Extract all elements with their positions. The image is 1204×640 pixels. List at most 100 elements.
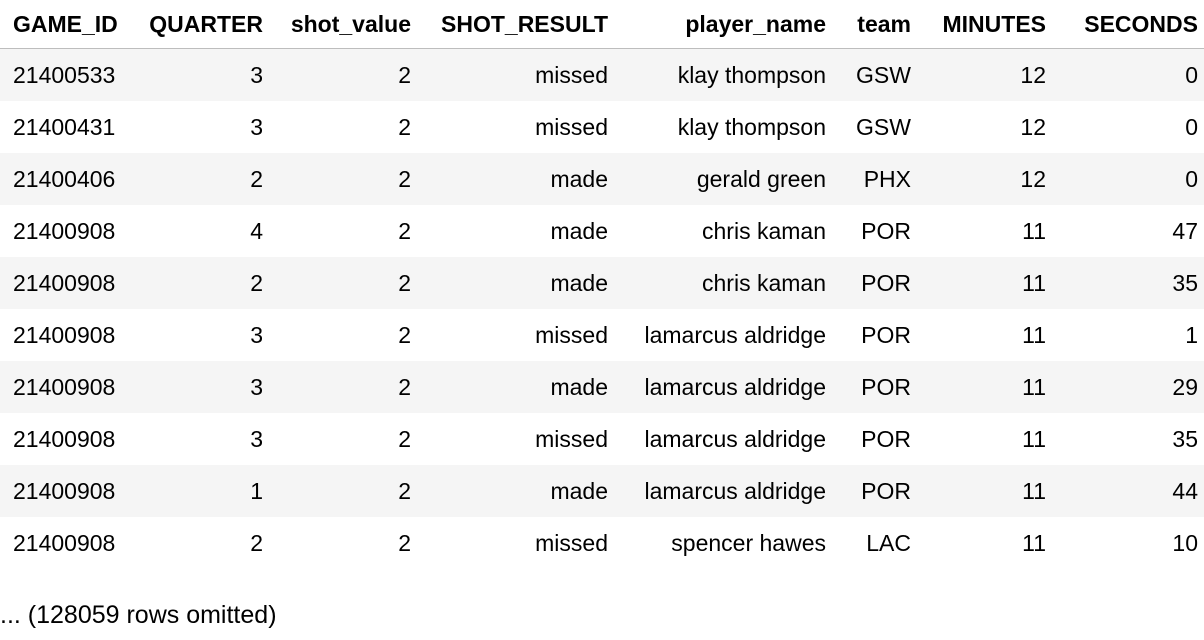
cell-shot-value: 2 [269, 465, 417, 517]
cell-game-id: 21400908 [0, 257, 134, 309]
column-header-minutes: MINUTES [917, 0, 1052, 49]
cell-shot-result: made [417, 153, 614, 205]
cell-minutes: 11 [917, 309, 1052, 361]
cell-minutes: 12 [917, 48, 1052, 101]
cell-quarter: 2 [134, 257, 269, 309]
cell-shot-value: 2 [269, 309, 417, 361]
cell-team: PHX [832, 153, 917, 205]
cell-seconds: 0 [1052, 48, 1204, 101]
column-header-team: team [832, 0, 917, 49]
cell-shot-value: 2 [269, 205, 417, 257]
cell-shot-result: made [417, 257, 614, 309]
column-header-seconds: SECONDS [1052, 0, 1204, 49]
cell-quarter: 3 [134, 101, 269, 153]
cell-player-name: klay thompson [614, 48, 832, 101]
cell-shot-result: missed [417, 309, 614, 361]
cell-team: POR [832, 257, 917, 309]
cell-game-id: 21400406 [0, 153, 134, 205]
table-row: 21400908 3 2 made lamarcus aldridge POR … [0, 361, 1204, 413]
cell-team: POR [832, 205, 917, 257]
cell-shot-value: 2 [269, 413, 417, 465]
table-row: 21400908 3 2 missed lamarcus aldridge PO… [0, 309, 1204, 361]
cell-shot-value: 2 [269, 48, 417, 101]
cell-shot-value: 2 [269, 153, 417, 205]
cell-shot-value: 2 [269, 517, 417, 569]
cell-seconds: 10 [1052, 517, 1204, 569]
cell-quarter: 3 [134, 361, 269, 413]
cell-quarter: 4 [134, 205, 269, 257]
cell-minutes: 11 [917, 413, 1052, 465]
cell-game-id: 21400533 [0, 48, 134, 101]
cell-quarter: 2 [134, 153, 269, 205]
table-row: 21400908 4 2 made chris kaman POR 11 47 [0, 205, 1204, 257]
table-row: 21400533 3 2 missed klay thompson GSW 12… [0, 48, 1204, 101]
cell-minutes: 11 [917, 257, 1052, 309]
cell-quarter: 3 [134, 413, 269, 465]
table-row: 21400431 3 2 missed klay thompson GSW 12… [0, 101, 1204, 153]
cell-shot-value: 2 [269, 257, 417, 309]
cell-player-name: gerald green [614, 153, 832, 205]
cell-seconds: 35 [1052, 257, 1204, 309]
cell-quarter: 2 [134, 517, 269, 569]
cell-minutes: 11 [917, 361, 1052, 413]
cell-player-name: lamarcus aldridge [614, 413, 832, 465]
cell-minutes: 11 [917, 517, 1052, 569]
table-row: 21400908 1 2 made lamarcus aldridge POR … [0, 465, 1204, 517]
cell-shot-result: made [417, 465, 614, 517]
cell-game-id: 21400908 [0, 205, 134, 257]
cell-player-name: chris kaman [614, 257, 832, 309]
cell-shot-result: missed [417, 517, 614, 569]
cell-shot-result: made [417, 361, 614, 413]
header-row: GAME_ID QUARTER shot_value SHOT_RESULT p… [0, 0, 1204, 49]
cell-seconds: 1 [1052, 309, 1204, 361]
table-body: 21400533 3 2 missed klay thompson GSW 12… [0, 48, 1204, 569]
column-header-shot-value: shot_value [269, 0, 417, 49]
table-row: 21400406 2 2 made gerald green PHX 12 0 [0, 153, 1204, 205]
column-header-game-id: GAME_ID [0, 0, 134, 49]
cell-seconds: 0 [1052, 101, 1204, 153]
cell-seconds: 47 [1052, 205, 1204, 257]
data-table: GAME_ID QUARTER shot_value SHOT_RESULT p… [0, 0, 1204, 569]
cell-minutes: 11 [917, 205, 1052, 257]
cell-minutes: 12 [917, 153, 1052, 205]
cell-game-id: 21400431 [0, 101, 134, 153]
cell-seconds: 44 [1052, 465, 1204, 517]
cell-game-id: 21400908 [0, 309, 134, 361]
cell-team: GSW [832, 101, 917, 153]
cell-game-id: 21400908 [0, 465, 134, 517]
cell-shot-result: missed [417, 101, 614, 153]
cell-team: POR [832, 413, 917, 465]
rows-omitted-note: ... (128059 rows omitted) [0, 601, 277, 629]
cell-player-name: klay thompson [614, 101, 832, 153]
cell-shot-value: 2 [269, 101, 417, 153]
column-header-shot-result: SHOT_RESULT [417, 0, 614, 49]
cell-team: POR [832, 361, 917, 413]
table-row: 21400908 3 2 missed lamarcus aldridge PO… [0, 413, 1204, 465]
cell-seconds: 0 [1052, 153, 1204, 205]
cell-quarter: 3 [134, 48, 269, 101]
cell-shot-result: made [417, 205, 614, 257]
cell-game-id: 21400908 [0, 413, 134, 465]
cell-quarter: 1 [134, 465, 269, 517]
cell-player-name: spencer hawes [614, 517, 832, 569]
cell-shot-value: 2 [269, 361, 417, 413]
table-row: 21400908 2 2 missed spencer hawes LAC 11… [0, 517, 1204, 569]
cell-minutes: 11 [917, 465, 1052, 517]
cell-quarter: 3 [134, 309, 269, 361]
cell-player-name: lamarcus aldridge [614, 465, 832, 517]
column-header-quarter: QUARTER [134, 0, 269, 49]
cell-shot-result: missed [417, 413, 614, 465]
cell-player-name: lamarcus aldridge [614, 361, 832, 413]
cell-shot-result: missed [417, 48, 614, 101]
cell-player-name: chris kaman [614, 205, 832, 257]
table-row: 21400908 2 2 made chris kaman POR 11 35 [0, 257, 1204, 309]
cell-team: POR [832, 309, 917, 361]
cell-team: LAC [832, 517, 917, 569]
cell-player-name: lamarcus aldridge [614, 309, 832, 361]
cell-seconds: 29 [1052, 361, 1204, 413]
column-header-player-name: player_name [614, 0, 832, 49]
cell-team: POR [832, 465, 917, 517]
cell-team: GSW [832, 48, 917, 101]
cell-minutes: 12 [917, 101, 1052, 153]
cell-seconds: 35 [1052, 413, 1204, 465]
